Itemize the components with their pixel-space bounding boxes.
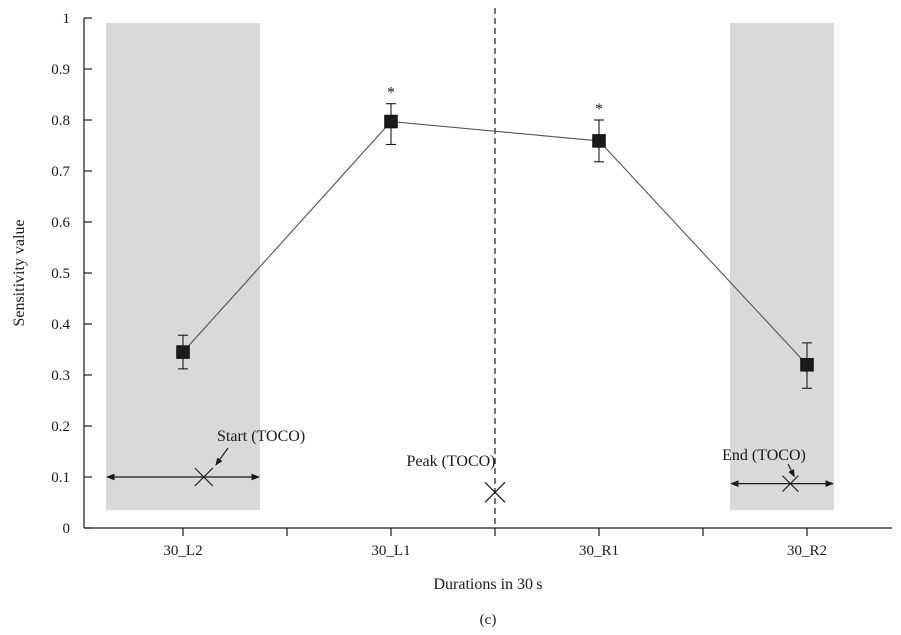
significance-mark: * (595, 101, 603, 118)
y-tick-label: 0.3 (51, 368, 70, 384)
cross-stroke (194, 467, 214, 487)
y-tick-label: 0.4 (51, 317, 70, 333)
y-axis-label: Sensitivity value (11, 219, 28, 326)
start-annotation-label: Start (TOCO) (217, 428, 305, 445)
peak-annotation-label: Peak (TOCO) (406, 453, 495, 470)
x-tick-label: 30_L1 (371, 543, 410, 559)
significance-mark: * (387, 85, 395, 102)
data-point (592, 134, 606, 148)
end-cross-marker (781, 475, 799, 493)
data-points (176, 114, 814, 372)
shaded-region-2 (730, 23, 835, 511)
data-point (800, 358, 814, 372)
y-tick-label: 0.8 (51, 113, 70, 129)
shaded-regions (106, 23, 835, 511)
x-tick-label: 30_R1 (579, 543, 619, 559)
x-axis-label: Durations in 30 s (434, 576, 543, 593)
x-tick-label: 30_R2 (787, 543, 827, 559)
end-annotation-label: End (TOCO) (722, 447, 806, 464)
y-tick-label: 1 (63, 11, 71, 27)
start-pointer-arrow (215, 447, 229, 466)
start-cross-marker (194, 467, 214, 487)
y-tick-label: 0.9 (51, 62, 70, 78)
y-tick-label: 0.6 (51, 215, 70, 231)
y-tick-label: 0.2 (51, 419, 70, 435)
y-tick-label: 0.5 (51, 266, 70, 282)
cross-stroke (484, 481, 506, 503)
series-line (182, 120, 808, 366)
y-tick-label: 0 (63, 521, 71, 537)
panel-label: (c) (480, 612, 497, 628)
cross-stroke (781, 475, 799, 493)
error-bars (178, 103, 812, 389)
shaded-region-1 (106, 23, 260, 511)
peak-cross-marker (484, 481, 506, 503)
x-tick-label: 30_L2 (163, 543, 202, 559)
y-tick-label: 0.7 (51, 164, 70, 180)
end-pointer-arrow (787, 463, 795, 478)
y-tick-label: 0.1 (51, 470, 70, 486)
y-ticks: 0 0.1 0.2 0.3 0.4 0.5 0.6 0.7 0.8 0.9 1 (51, 11, 92, 537)
toco-annotations: Start (TOCO) Peak (TOCO) End (TOCO) (106, 428, 834, 503)
significance-marks: ** (387, 85, 603, 118)
x-ticks: 30_L2 30_L1 30_R1 30_R2 (163, 528, 827, 559)
data-point (384, 114, 398, 129)
data-point (176, 345, 190, 359)
